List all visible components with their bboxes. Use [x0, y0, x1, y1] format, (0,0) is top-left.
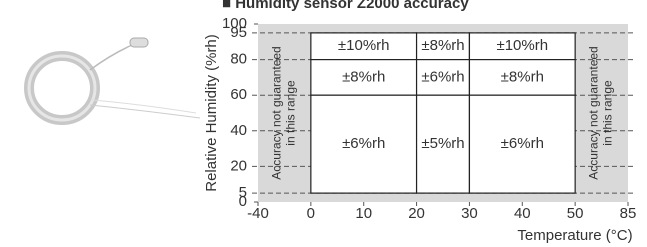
chart-title: ■ Humidity sensor Z2000 accuracy [222, 0, 469, 12]
note-line: in this range [601, 80, 615, 146]
sensor-probe [130, 38, 148, 47]
y-tick-label: 20 [230, 157, 247, 174]
note-line: Accuracy not guaranteed [270, 46, 284, 179]
x-tick-label: 0 [307, 205, 315, 222]
x-tick-label: 40 [514, 205, 531, 222]
y-tick-label: 5 [239, 184, 247, 201]
cell-label: ±8%rh [501, 68, 544, 85]
note-line: Accuracy not guaranteed [587, 46, 601, 179]
y-axis-label: Relative Humidity (%rh) [203, 34, 220, 192]
cell-label: ±8%rh [421, 37, 464, 54]
x-tick-label: 20 [408, 205, 425, 222]
cell-label: ±6%rh [342, 135, 385, 152]
y-tick-label: 100 [222, 15, 247, 32]
y-tick-label: 40 [230, 122, 247, 139]
note-line: in this range [284, 80, 298, 146]
x-tick-label: 85 [620, 205, 637, 222]
sensor-coil-highlight [29, 56, 95, 120]
sensor-photo [29, 38, 200, 120]
cell-label: ±6%rh [421, 68, 464, 85]
cell-label: ±10%rh [496, 37, 548, 54]
sensor-wire [90, 45, 132, 70]
cell-label: ±5%rh [421, 135, 464, 152]
x-tick-label: 30 [461, 205, 478, 222]
cell-label: ±6%rh [501, 135, 544, 152]
cell-label: ±10%rh [338, 37, 390, 54]
y-tick-label: 80 [230, 51, 247, 68]
x-tick-label: 50 [567, 205, 584, 222]
x-axis-label: Temperature (°C) [517, 227, 632, 244]
cell-label: ±8%rh [342, 68, 385, 85]
chart: ■ Humidity sensor Z2000 accuracy Tempera… [0, 0, 647, 247]
x-tick-label: -40 [247, 205, 269, 222]
y-tick-label: 60 [230, 86, 247, 103]
x-tick-label: 10 [355, 205, 372, 222]
